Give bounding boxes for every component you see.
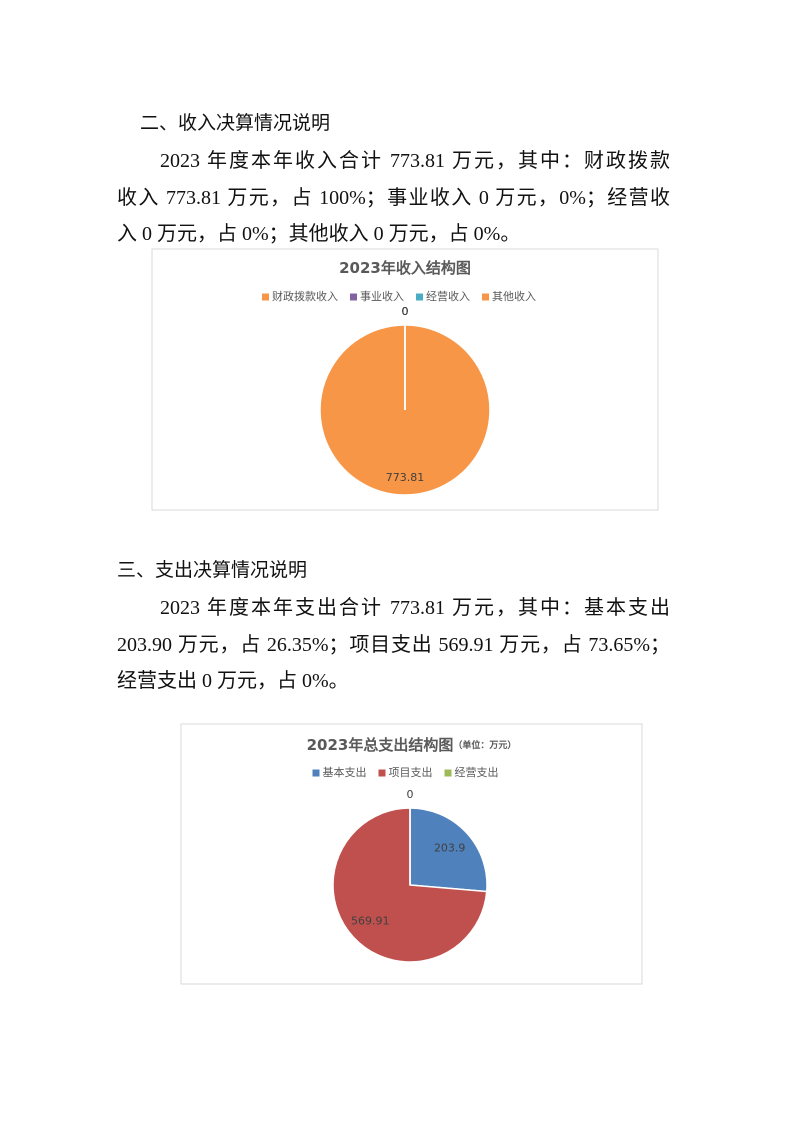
legend-swatch	[378, 769, 386, 777]
legend-swatch	[262, 293, 269, 301]
legend-swatch	[482, 293, 489, 301]
section-heading: 二、收入决算情况说明	[140, 112, 331, 134]
data-label: 203.9	[434, 842, 466, 855]
legend-label: 经营收入	[426, 289, 470, 303]
chart-title: 2023年总支出结构图（单位：万元）	[307, 736, 517, 754]
data-label: 0	[402, 305, 409, 318]
pie-slice	[409, 807, 488, 893]
legend-swatch	[350, 293, 357, 301]
chart-title-text: 2023年总支出结构图	[307, 736, 454, 754]
chart-subtitle: （单位：万元）	[453, 739, 516, 751]
legend-label: 事业收入	[360, 289, 404, 303]
paragraph-line: 经营支出 0 万元，占 0%。	[117, 670, 349, 692]
section-heading: 三、支出决算情况说明	[117, 559, 308, 581]
legend-swatch	[416, 293, 423, 301]
chart-title: 2023年收入结构图	[339, 259, 471, 277]
data-label: 0	[402, 305, 409, 318]
data-label: 0	[402, 305, 409, 318]
legend-label: 基本支出	[323, 765, 367, 779]
legend-label: 其他收入	[492, 289, 536, 303]
paragraph-line: 2023 年度本年支出合计 773.81 万元，其中：基本支出	[160, 597, 670, 619]
legend-label: 财政拨款收入	[272, 289, 338, 303]
legend-label: 经营支出	[455, 765, 499, 779]
chart-title-text: 2023年收入结构图	[339, 259, 471, 277]
data-label: 773.81	[386, 471, 425, 484]
paragraph-line: 入 0 万元，占 0%；其他收入 0 万元，占 0%。	[117, 223, 521, 245]
legend-swatch	[444, 769, 452, 777]
paragraph-line: 203.90 万元，占 26.35%；项目支出 569.91 万元，占 73.6…	[117, 633, 670, 656]
data-label: 0	[407, 788, 414, 801]
legend-swatch	[312, 769, 320, 777]
paragraph-line: 收入 773.81 万元，占 100%；事业收入 0 万元，0%；经营收	[117, 186, 670, 209]
paragraph-line: 2023 年度本年收入合计 773.81 万元，其中：财政拨款	[160, 150, 670, 172]
data-label: 569.91	[351, 914, 390, 927]
legend-label: 项目支出	[389, 765, 433, 779]
